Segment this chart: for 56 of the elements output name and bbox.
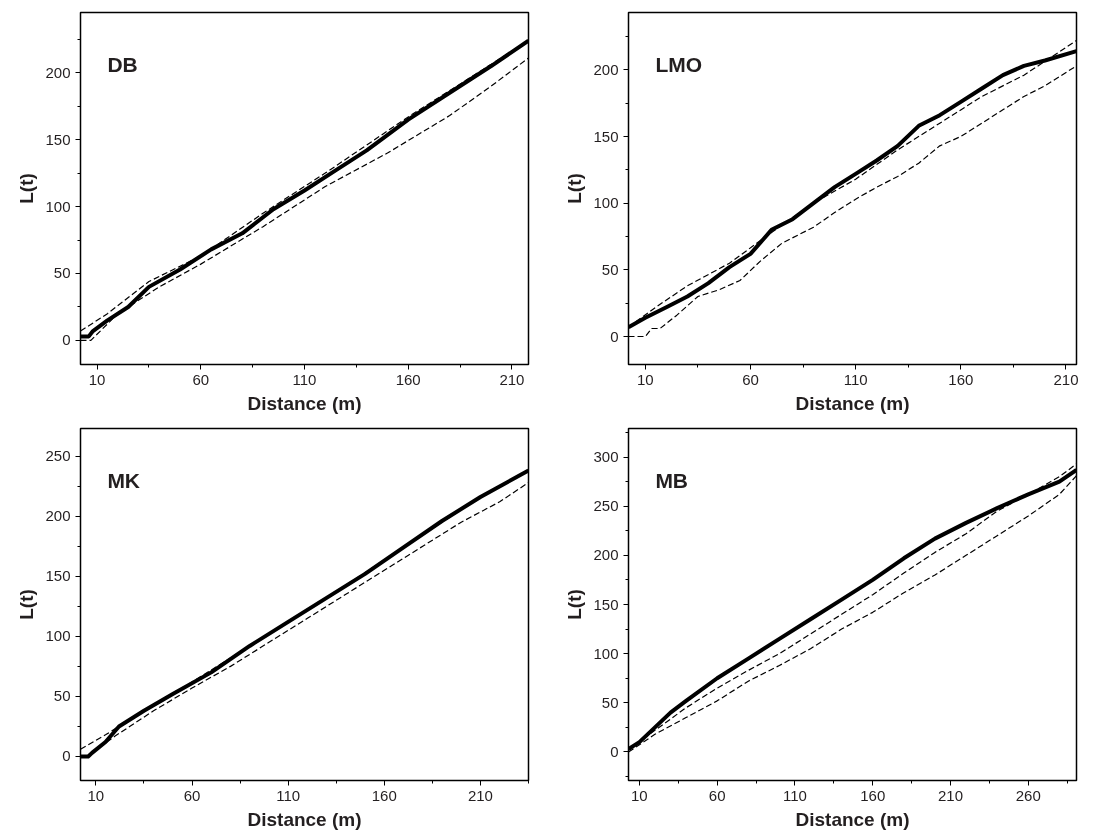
x-axis-title: Distance (m) bbox=[247, 392, 362, 414]
text: MK bbox=[107, 468, 141, 492]
x-tick-label: 60 bbox=[183, 786, 201, 804]
x-tick-label: 10 bbox=[636, 370, 654, 388]
x-tick-label: 60 bbox=[192, 370, 210, 388]
y-axis-title: L(t) bbox=[16, 589, 38, 620]
y-tick-label: 0 bbox=[62, 331, 71, 349]
x-axis-title: Distance (m) bbox=[795, 808, 910, 830]
x-tick-label: 160 bbox=[371, 786, 397, 804]
y-tick-label: 250 bbox=[45, 447, 71, 465]
y-tick-label: 150 bbox=[45, 130, 71, 148]
y-tick-label: 250 bbox=[593, 497, 619, 515]
x-tick-label: 210 bbox=[467, 786, 493, 804]
x-tick-label: 210 bbox=[937, 786, 964, 804]
y-axis-title: L(t) bbox=[564, 589, 586, 620]
y-tick-label: 200 bbox=[593, 60, 619, 78]
x-tick-label: 110 bbox=[276, 786, 301, 804]
x-axis-title: Distance (m) bbox=[795, 392, 910, 414]
y-tick-label: 0 bbox=[62, 747, 71, 765]
y-tick-label: 0 bbox=[610, 327, 619, 345]
y-tick-label: 50 bbox=[601, 693, 619, 711]
y-axis-title: L(t) bbox=[16, 173, 38, 204]
y-tick-label: 200 bbox=[45, 507, 71, 525]
x-tick-label: 10 bbox=[87, 786, 105, 804]
x-tick-label: 160 bbox=[395, 370, 421, 388]
y-tick-label: 50 bbox=[53, 264, 71, 282]
y-tick-label: 150 bbox=[593, 127, 619, 145]
x-tick-label: 60 bbox=[708, 786, 726, 804]
x-tick-label: 110 bbox=[292, 370, 317, 388]
y-tick-label: 50 bbox=[53, 687, 71, 705]
x-axis-title: Distance (m) bbox=[247, 808, 362, 830]
y-tick-label: 150 bbox=[593, 595, 619, 613]
y-tick-label: 200 bbox=[45, 63, 71, 81]
x-tick-label: 60 bbox=[742, 370, 759, 388]
x-tick-label: 160 bbox=[948, 370, 974, 388]
y-tick-label: 100 bbox=[593, 194, 619, 212]
x-tick-label: 260 bbox=[1015, 786, 1041, 804]
y-tick-label: 100 bbox=[45, 197, 71, 215]
text: DB bbox=[107, 52, 138, 76]
y-tick-label: 150 bbox=[45, 567, 71, 585]
x-tick-label: 110 bbox=[782, 786, 807, 804]
x-tick-label: 210 bbox=[499, 370, 525, 388]
y-tick-label: 50 bbox=[601, 260, 619, 278]
x-tick-label: 110 bbox=[843, 370, 868, 388]
y-tick-label: 100 bbox=[593, 644, 619, 662]
x-tick-label: 160 bbox=[860, 786, 886, 804]
y-tick-label: 300 bbox=[593, 448, 619, 466]
text: MB bbox=[655, 468, 689, 492]
x-tick-label: 10 bbox=[631, 786, 648, 804]
x-tick-label: 10 bbox=[88, 370, 106, 388]
y-tick-label: 0 bbox=[610, 742, 619, 760]
x-tick-label: 210 bbox=[1053, 370, 1079, 388]
y-axis-title: L(t) bbox=[564, 173, 586, 204]
text: LMO bbox=[655, 52, 703, 76]
y-tick-label: 200 bbox=[593, 546, 619, 564]
y-tick-label: 100 bbox=[45, 627, 71, 645]
